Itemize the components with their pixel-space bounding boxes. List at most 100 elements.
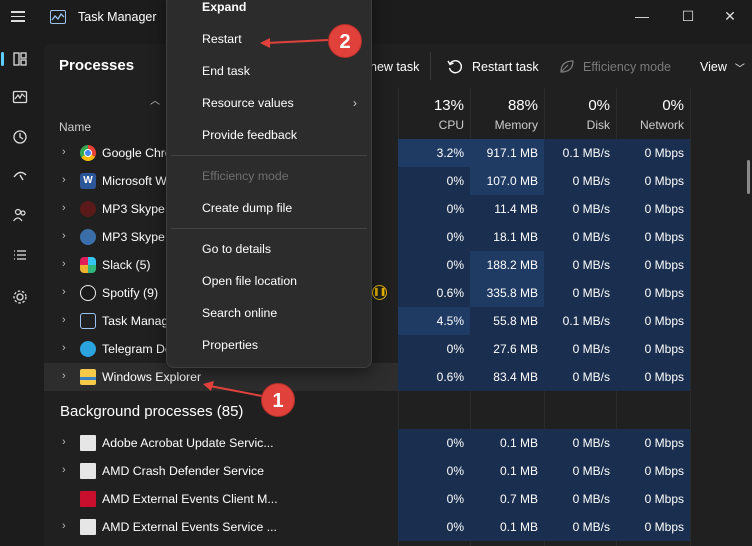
menu-item-end-task[interactable]: End task xyxy=(202,64,250,78)
expand-chevron-icon[interactable]: › xyxy=(62,314,66,326)
memory-value: 55.8 MB xyxy=(470,307,544,335)
menu-item-create-dump-file[interactable]: Create dump file xyxy=(202,201,293,215)
menu-item-search-online[interactable]: Search online xyxy=(202,306,278,320)
services-icon[interactable] xyxy=(4,282,36,312)
restart-task-button[interactable]: Restart task xyxy=(446,55,539,79)
process-row-task-manager[interactable]: › Task Manag 4.5% 55.8 MB 0.1 MB/s 0 Mbp… xyxy=(44,307,690,335)
users-icon[interactable] xyxy=(4,200,36,230)
process-row-chrome[interactable]: › Google Chro 3.2% 917.1 MB 0.1 MB/s 0 M… xyxy=(44,139,690,167)
expand-chevron-icon[interactable]: › xyxy=(62,286,66,298)
expand-chevron-icon[interactable]: › xyxy=(62,202,66,214)
network-value: 0 Mbps xyxy=(616,195,690,223)
run-new-task-button[interactable]: new task xyxy=(370,55,419,79)
startup-apps-icon[interactable] xyxy=(4,160,36,190)
vertical-scrollbar[interactable] xyxy=(747,160,750,194)
column-memory[interactable]: 88% Memory xyxy=(470,88,544,138)
expand-chevron-icon[interactable]: › xyxy=(62,436,66,448)
menu-item-restart[interactable]: Restart xyxy=(202,32,242,46)
menu-item-resource-values[interactable]: Resource values › xyxy=(167,88,371,118)
process-row-amd-crash-defender[interactable]: › AMD Crash Defender Service 0% 0.1 MB 0… xyxy=(44,457,690,485)
process-name: AMD Crash Defender Service xyxy=(102,464,264,478)
service-icon xyxy=(80,463,96,479)
memory-value: 335.8 MB xyxy=(470,279,544,307)
process-row-word[interactable]: › W Microsoft W 0% 107.0 MB 0 MB/s 0 Mbp… xyxy=(44,167,690,195)
process-name: Spotify (9) xyxy=(102,286,159,300)
expand-chevron-icon[interactable]: › xyxy=(62,520,66,532)
memory-value: 0.1 MB xyxy=(470,457,544,485)
column-cpu[interactable]: 13% CPU xyxy=(398,88,470,138)
spotify-icon xyxy=(80,285,96,301)
processes-icon[interactable] xyxy=(1,44,36,74)
column-header: ︿ Name 13% CPU 88% Memory 0% Disk 0% Net… xyxy=(44,88,752,138)
menu-item-open-file-location[interactable]: Open file location xyxy=(202,274,298,288)
expand-chevron-icon[interactable]: › xyxy=(62,464,66,476)
process-row-slack[interactable]: › Slack (5) 0% 188.2 MB 0 MB/s 0 Mbps xyxy=(44,251,690,279)
process-row-spotify[interactable]: › Spotify (9) ❚❚ 0.6% 335.8 MB 0 MB/s 0 … xyxy=(44,279,690,307)
menu-item-properties[interactable]: Properties xyxy=(202,338,259,352)
network-value: 0 Mbps xyxy=(616,485,690,513)
menu-item-efficiency-mode[interactable]: Efficiency mode xyxy=(202,169,289,183)
menu-item-provide-feedback[interactable]: Provide feedback xyxy=(202,128,298,142)
network-value: 0 Mbps xyxy=(616,429,690,457)
expand-chevron-icon[interactable]: › xyxy=(62,258,66,270)
cpu-label: CPU xyxy=(438,118,464,132)
column-disk[interactable]: 0% Disk xyxy=(544,88,616,138)
context-menu: Expand Restart End task Resource values … xyxy=(166,0,372,368)
cpu-value: 0% xyxy=(398,195,470,223)
chevron-down-icon: ﹀ xyxy=(734,63,745,75)
view-dropdown[interactable]: View ﹀ xyxy=(700,55,745,79)
process-row-amd-events-service[interactable]: › AMD External Events Service ... 0% 0.1… xyxy=(44,513,690,541)
process-name: AMD External Events Client M... xyxy=(102,492,278,506)
app-history-icon[interactable] xyxy=(4,122,36,152)
process-name: MP3 Skype I xyxy=(102,230,172,244)
memory-value: 27.6 MB xyxy=(470,335,544,363)
menu-item-expand[interactable]: Expand xyxy=(202,0,247,14)
column-divider xyxy=(690,88,691,546)
cpu-value: 0% xyxy=(398,513,470,541)
close-button[interactable]: ✕ xyxy=(724,7,736,24)
memory-value: 83.4 MB xyxy=(470,363,544,391)
details-icon[interactable] xyxy=(4,240,36,270)
expand-chevron-icon[interactable]: › xyxy=(62,342,66,354)
expand-chevron-icon[interactable]: › xyxy=(62,174,66,186)
task-manager-app-icon xyxy=(50,10,66,24)
disk-total: 0% xyxy=(588,97,610,114)
expand-chevron-icon[interactable]: › xyxy=(62,146,66,158)
minimize-button[interactable]: — xyxy=(635,8,649,24)
disk-value: 0 MB/s xyxy=(544,457,616,485)
column-network[interactable]: 0% Network xyxy=(616,88,690,138)
cpu-value: 0% xyxy=(398,167,470,195)
process-row-mp3-skype-1[interactable]: › MP3 Skype I 0% 11.4 MB 0 MB/s 0 Mbps xyxy=(44,195,690,223)
process-row-windows-explorer[interactable]: › Windows Explorer 0.6% 83.4 MB 0 MB/s 0… xyxy=(44,363,690,391)
process-name: Adobe Acrobat Update Servic... xyxy=(102,436,274,450)
memory-value: 0.1 MB xyxy=(470,513,544,541)
process-row-telegram[interactable]: › Telegram De 0% 27.6 MB 0 MB/s 0 Mbps xyxy=(44,335,690,363)
restart-task-label: Restart task xyxy=(472,60,539,74)
window-title: Task Manager xyxy=(78,10,157,24)
disk-label: Disk xyxy=(586,118,610,132)
disk-value: 0 MB/s xyxy=(544,167,616,195)
performance-icon[interactable] xyxy=(4,82,36,112)
disk-value: 0 MB/s xyxy=(544,279,616,307)
efficiency-mode-button[interactable]: Efficiency mode xyxy=(558,55,671,79)
process-row-amd-events-client[interactable]: AMD External Events Client M... 0% 0.7 M… xyxy=(44,485,690,513)
hamburger-menu-icon[interactable] xyxy=(8,8,28,28)
annotation-badge-1: 1 xyxy=(261,383,295,417)
network-value: 0 Mbps xyxy=(616,363,690,391)
resource-values-label: Resource values xyxy=(202,96,294,110)
column-name[interactable]: Name xyxy=(59,120,92,134)
expand-chevron-icon[interactable]: › xyxy=(62,230,66,242)
menu-item-go-to-details[interactable]: Go to details xyxy=(202,242,272,256)
network-value: 0 Mbps xyxy=(616,457,690,485)
maximize-button[interactable]: ☐ xyxy=(681,7,695,24)
telegram-icon xyxy=(80,341,96,357)
process-row-mp3-skype-2[interactable]: › MP3 Skype I 0% 18.1 MB 0 MB/s 0 Mbps xyxy=(44,223,690,251)
process-row-adobe-update[interactable]: › Adobe Acrobat Update Servic... 0% 0.1 … xyxy=(44,429,690,457)
sort-up-icon[interactable]: ︿ xyxy=(150,96,160,107)
expand-chevron-icon[interactable]: › xyxy=(62,370,66,382)
mp3-skype-recorder-icon xyxy=(80,229,96,245)
process-name: Google Chro xyxy=(102,146,172,160)
network-value: 0 Mbps xyxy=(616,513,690,541)
process-name: Microsoft W xyxy=(102,174,167,188)
